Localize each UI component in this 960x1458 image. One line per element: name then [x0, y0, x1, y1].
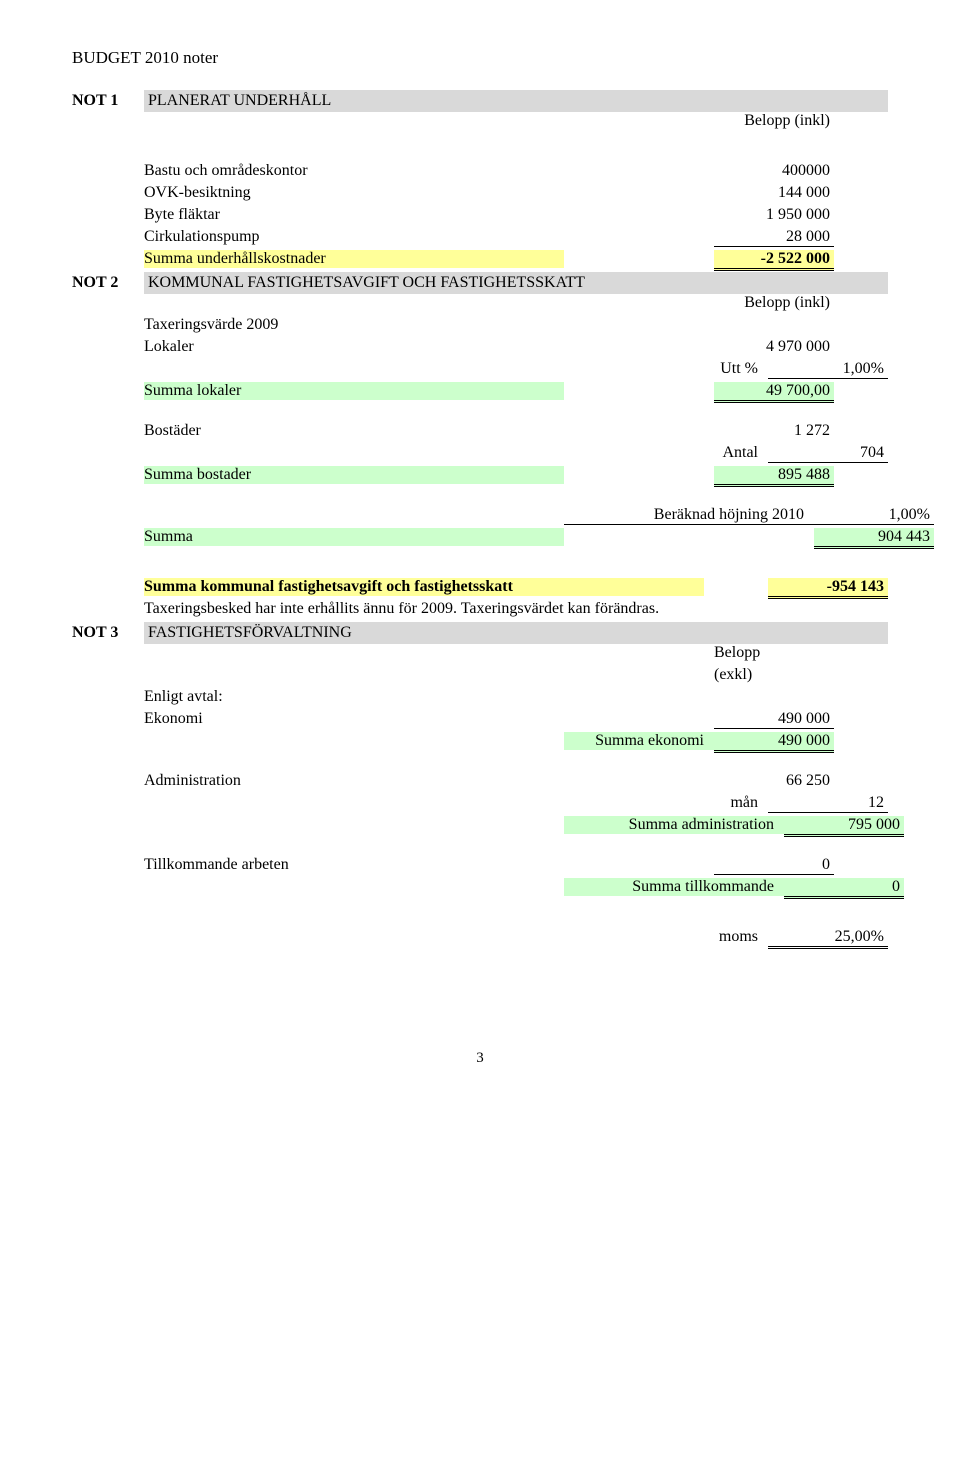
bostader-value: 1 272	[714, 422, 834, 440]
utt-value: 1,00%	[768, 360, 888, 379]
lokaler-value: 4 970 000	[714, 338, 834, 356]
antal-name: Antal	[564, 444, 768, 462]
row-sum-kommunal: Summa kommunal fastighetsavgift och fast…	[72, 578, 888, 600]
not2-heading: KOMMUNAL FASTIGHETSAVGIFT OCH FASTIGHETS…	[144, 272, 888, 294]
row-utt: Utt % 1,00%	[72, 360, 888, 382]
not1-heading: PLANERAT UNDERHÅLL	[144, 90, 888, 112]
lokaler-name: Lokaler	[144, 338, 564, 356]
admin-name: Administration	[144, 772, 564, 790]
cirk-name: Cirkulationspump	[144, 228, 564, 246]
man-name: mån	[564, 794, 768, 812]
bastu-name: Bastu och områdeskontor	[144, 162, 564, 180]
page-number: 3	[72, 1050, 888, 1067]
ovk-name: OVK-besiktning	[144, 184, 564, 202]
row-tillkommande: Tillkommande arbeten 0	[72, 856, 888, 878]
row-admin: Administration 66 250	[72, 772, 888, 794]
tax2009: Taxeringsvärde 2009	[144, 316, 564, 334]
tillkommande-name: Tillkommande arbeten	[144, 856, 564, 874]
row-ovk: OVK-besiktning 144 000	[72, 184, 888, 206]
man-value: 12	[768, 794, 888, 813]
row-bostader: Bostäder 1 272	[72, 422, 888, 444]
summa-value: 904 443	[814, 528, 934, 549]
page: BUDGET 2010 noter NOT 1 PLANERAT UNDERHÅ…	[72, 48, 888, 1067]
row-moms: moms 25,00%	[72, 928, 888, 950]
not3-label: NOT 3	[72, 624, 144, 642]
sum-bostader-value: 895 488	[714, 466, 834, 487]
not1-belopp-row: Belopp (inkl)	[72, 112, 888, 134]
sum-lokaler-name: Summa lokaler	[144, 382, 564, 400]
bastu-value: 400000	[714, 162, 834, 180]
sum-lokaler-value: 49 700,00	[714, 382, 834, 403]
moms-name: moms	[564, 928, 768, 946]
sum-kommunal-value: -954 143	[768, 578, 888, 599]
ekonomi-value: 490 000	[714, 710, 834, 729]
antal-value: 704	[768, 444, 888, 463]
utt-name: Utt %	[564, 360, 768, 378]
bostader-name: Bostäder	[144, 422, 564, 440]
belopp-inkl-label: Belopp (inkl)	[714, 112, 834, 130]
row-byte: Byte fläktar 1 950 000	[72, 206, 888, 228]
sum-ekonomi-name: Summa ekonomi	[564, 732, 714, 750]
row-cirk: Cirkulationspump 28 000	[72, 228, 888, 250]
sum-tillkommande-value: 0	[784, 878, 904, 899]
row-man: mån 12	[72, 794, 888, 816]
ekonomi-name: Ekonomi	[144, 710, 564, 728]
enligt-avtal: Enligt avtal:	[144, 688, 564, 706]
row-enligt: Enligt avtal:	[72, 688, 888, 710]
tax-note: Taxeringsbesked har inte erhållits ännu …	[144, 600, 888, 618]
row-tax2009: Taxeringsvärde 2009	[72, 316, 888, 338]
belopp-inkl-label-2: Belopp (inkl)	[714, 294, 834, 312]
row-ekonomi: Ekonomi 490 000	[72, 710, 888, 732]
row-antal: Antal 704	[72, 444, 888, 466]
row-sum-admin: Summa administration 795 000	[72, 816, 888, 838]
not1-label: NOT 1	[72, 92, 144, 110]
belopp-label-1: Belopp	[714, 644, 834, 662]
sum-ekonomi-value: 490 000	[714, 732, 834, 753]
row-hojning: Beräknad höjning 2010 1,00%	[72, 506, 888, 528]
sum-bostader-name: Summa bostader	[144, 466, 564, 484]
summa-name: Summa	[144, 528, 564, 546]
document-title: BUDGET 2010 noter	[72, 48, 888, 68]
row-sum-underhall: Summa underhållskostnader -2 522 000	[72, 250, 888, 272]
row-sum-bostader: Summa bostader 895 488	[72, 466, 888, 488]
hojning-value: 1,00%	[814, 506, 934, 525]
row-summa: Summa 904 443	[72, 528, 888, 550]
row-sum-lokaler: Summa lokaler 49 700,00	[72, 382, 888, 404]
sum-underhall-name: Summa underhållskostnader	[144, 250, 564, 268]
not2-heading-row: NOT 2 KOMMUNAL FASTIGHETSAVGIFT OCH FAST…	[72, 272, 888, 294]
row-lokaler: Lokaler 4 970 000	[72, 338, 888, 360]
not2-label: NOT 2	[72, 274, 144, 292]
row-sum-ekonomi: Summa ekonomi 490 000	[72, 732, 888, 754]
sum-underhall-value: -2 522 000	[714, 250, 834, 271]
row-tax-note: Taxeringsbesked har inte erhållits ännu …	[72, 600, 888, 622]
not2-belopp-row: Belopp (inkl)	[72, 294, 888, 316]
row-sum-tillkommande: Summa tillkommande 0	[72, 878, 888, 900]
moms-value: 25,00%	[768, 928, 888, 949]
sum-admin-value: 795 000	[784, 816, 904, 837]
not3-belopp-row2: (exkl)	[72, 666, 888, 688]
admin-value: 66 250	[714, 772, 834, 790]
byte-name: Byte fläktar	[144, 206, 564, 224]
not3-heading: FASTIGHETSFÖRVALTNING	[144, 622, 888, 644]
ovk-value: 144 000	[714, 184, 834, 202]
not1-heading-row: NOT 1 PLANERAT UNDERHÅLL	[72, 90, 888, 112]
tillkommande-value: 0	[714, 856, 834, 875]
row-bastu: Bastu och områdeskontor 400000	[72, 162, 888, 184]
not3-belopp-row1: Belopp	[72, 644, 888, 666]
not3-heading-row: NOT 3 FASTIGHETSFÖRVALTNING	[72, 622, 888, 644]
hojning-name: Beräknad höjning 2010	[564, 506, 814, 525]
byte-value: 1 950 000	[714, 206, 834, 224]
sum-admin-name: Summa administration	[564, 816, 784, 834]
cirk-value: 28 000	[714, 228, 834, 247]
sum-kommunal-name: Summa kommunal fastighetsavgift och fast…	[144, 578, 704, 596]
belopp-label-2: (exkl)	[714, 666, 834, 684]
sum-tillkommande-name: Summa tillkommande	[564, 878, 784, 896]
